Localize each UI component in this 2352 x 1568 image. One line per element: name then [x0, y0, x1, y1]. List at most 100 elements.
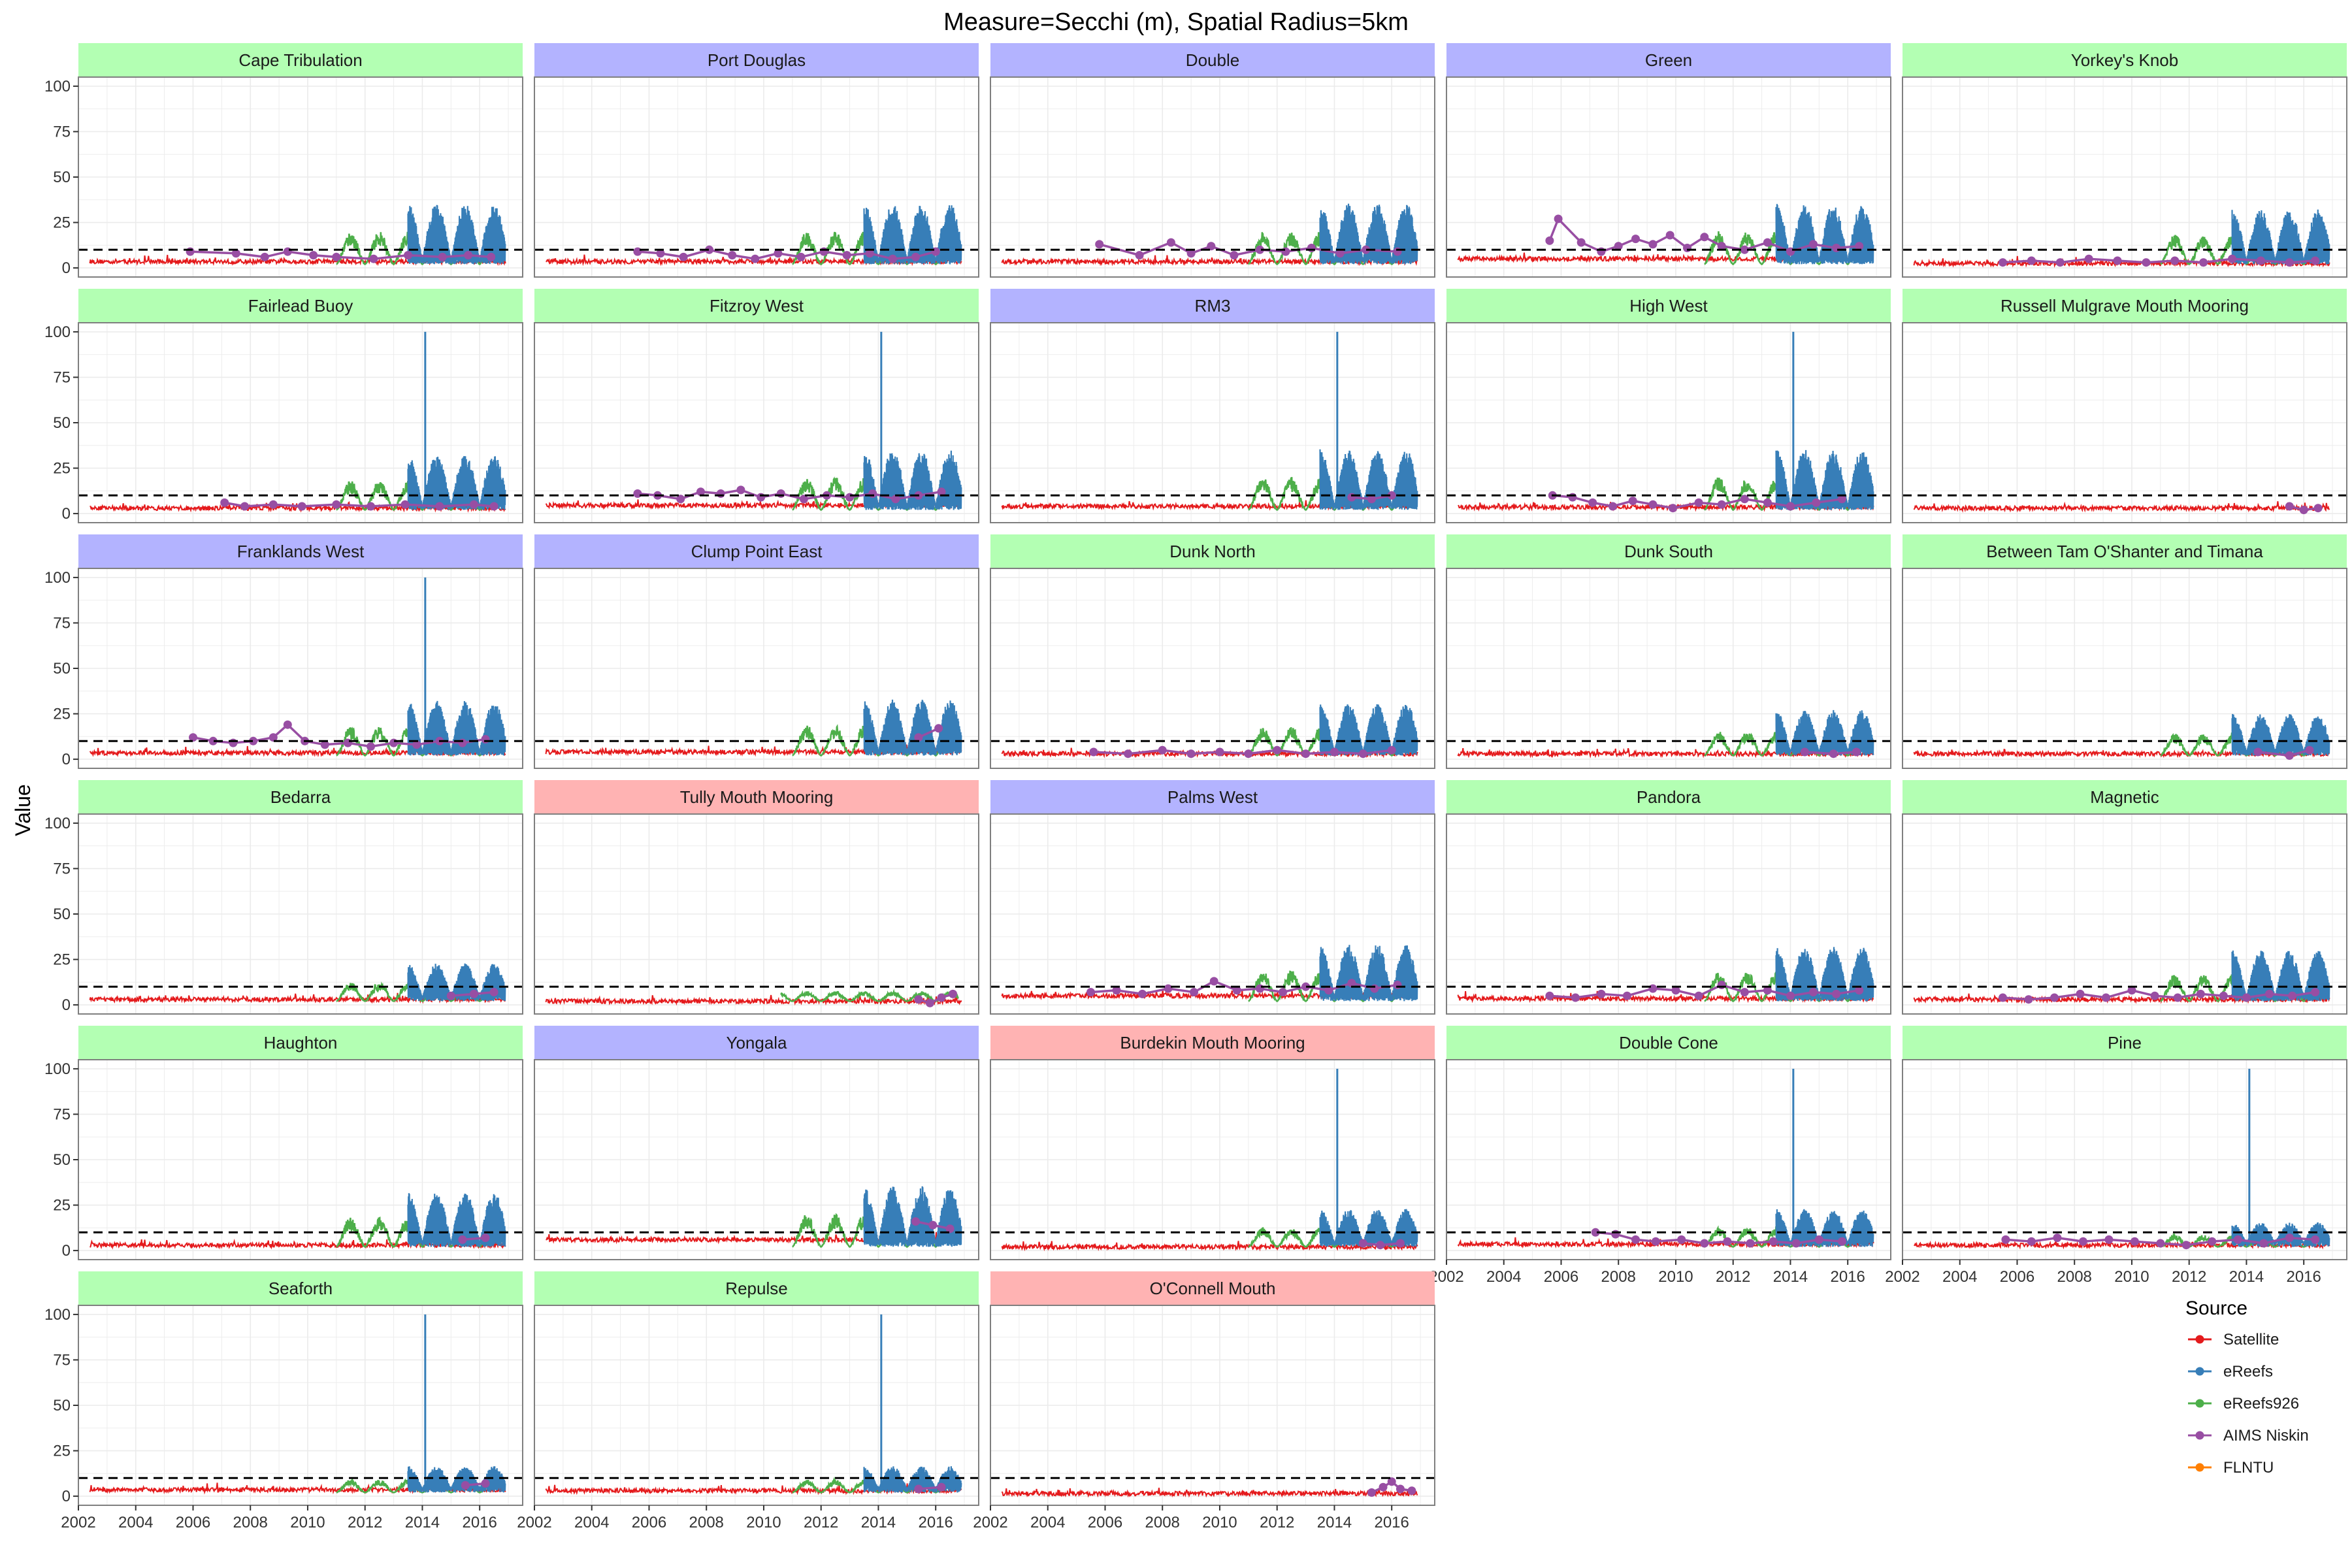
niskin-point	[1651, 1237, 1660, 1246]
facet-strip	[534, 43, 979, 77]
facet-strip-label: Pandora	[1637, 787, 1701, 807]
y-tick-label: 100	[44, 1060, 71, 1078]
niskin-point	[928, 1220, 938, 1230]
niskin-point	[186, 247, 195, 256]
x-tick-label: 2010	[2114, 1268, 2149, 1286]
facet-strip	[78, 289, 523, 323]
niskin-point	[1545, 991, 1554, 1000]
niskin-point	[1393, 247, 1402, 256]
niskin-point	[1740, 245, 1749, 254]
niskin-point	[404, 251, 412, 260]
niskin-point	[1622, 991, 1631, 1000]
panel-border	[1902, 76, 2347, 278]
niskin-point	[1347, 979, 1356, 988]
niskin-point	[1307, 244, 1316, 252]
niskin-point	[1407, 1486, 1416, 1495]
niskin-point	[2104, 1235, 2114, 1244]
niskin-point	[469, 989, 478, 998]
niskin-point	[2181, 1241, 2191, 1250]
niskin-point	[2311, 1235, 2320, 1244]
niskin-point	[389, 738, 399, 747]
x-tick-label: 2004	[118, 1514, 153, 1531]
x-tick-label: 2006	[176, 1514, 210, 1531]
ereefs-series	[407, 204, 506, 265]
niskin-point	[1763, 238, 1772, 247]
niskin-point	[842, 251, 851, 260]
y-tick-label: 100	[44, 1306, 71, 1324]
data-layer	[1458, 331, 1874, 513]
facet-strip	[78, 780, 523, 814]
data-layer	[545, 331, 962, 511]
niskin-point	[1576, 238, 1586, 247]
niskin-point	[208, 736, 218, 745]
ereefs-series	[1775, 710, 1874, 756]
facet-strip-label: Burdekin Mouth Mooring	[1120, 1033, 1305, 1053]
niskin-point	[2156, 1239, 2165, 1248]
niskin-point	[343, 738, 352, 747]
niskin-point	[1999, 993, 2007, 1002]
niskin-point	[1089, 747, 1098, 757]
niskin-point	[1671, 986, 1680, 995]
y-tick-label: 75	[53, 368, 71, 386]
niskin-point	[1324, 986, 1333, 995]
niskin-point	[2084, 254, 2093, 263]
data-layer	[1457, 947, 1874, 1004]
niskin-point	[2053, 1233, 2062, 1243]
facet-strip	[78, 534, 523, 568]
niskin-point	[1683, 244, 1691, 252]
niskin-point	[2208, 1237, 2217, 1246]
niskin-point	[2078, 1237, 2087, 1246]
niskin-point	[2001, 1235, 2010, 1244]
niskin-point	[2288, 991, 2297, 1000]
x-tick-label: 2014	[861, 1514, 896, 1531]
facet-strip-label: Port Douglas	[708, 50, 806, 70]
niskin-point	[1135, 251, 1144, 260]
niskin-point	[868, 489, 877, 498]
facet-strip	[1446, 780, 1891, 814]
niskin-point	[911, 1217, 920, 1226]
data-layer	[1913, 713, 2330, 760]
niskin-point	[1855, 242, 1864, 251]
facet-strip	[534, 780, 979, 814]
niskin-point	[1591, 1228, 1600, 1237]
x-tick-label: 2004	[1486, 1268, 1521, 1286]
niskin-point	[937, 487, 946, 497]
y-tick-label: 75	[53, 860, 71, 877]
niskin-point	[489, 502, 498, 511]
facet-strip-label: Yongala	[726, 1033, 787, 1053]
facet-strip-label: Palms West	[1168, 787, 1258, 807]
x-tick-label: 2008	[1601, 1268, 1636, 1286]
niskin-point	[1164, 984, 1173, 993]
niskin-point	[925, 998, 934, 1007]
y-tick-label: 25	[53, 1197, 71, 1215]
niskin-point	[1279, 988, 1287, 997]
x-tick-label: 2012	[348, 1514, 382, 1531]
niskin-point	[283, 247, 292, 256]
facet-strip-label: Pine	[2108, 1033, 2142, 1053]
y-tick-label: 75	[53, 1105, 71, 1123]
facet-panel: Fitzroy West	[534, 289, 979, 523]
niskin-point	[945, 1224, 955, 1233]
niskin-point	[633, 489, 642, 498]
niskin-point	[446, 991, 455, 1000]
niskin-point	[1597, 989, 1606, 998]
facet-strip-label: RM3	[1195, 296, 1231, 316]
facet-strip	[1903, 289, 2347, 323]
facet-strip	[534, 1271, 979, 1305]
facet-strip	[990, 1271, 1435, 1305]
niskin-point	[931, 247, 940, 256]
niskin-point	[1829, 749, 1838, 759]
facet-strip	[1903, 780, 2347, 814]
niskin-point	[229, 738, 238, 747]
satellite-series	[1001, 1488, 1418, 1498]
legend-entry-label: eReefs926	[2223, 1395, 2299, 1413]
data-layer	[546, 205, 962, 267]
chart-title: Measure=Secchi (m), Spatial Radius=5km	[943, 8, 1409, 36]
x-tick-label: 2010	[746, 1514, 781, 1531]
facet-strip	[1903, 534, 2347, 568]
facet-strip	[1903, 43, 2347, 77]
facet-strip	[534, 289, 979, 323]
y-tick-label: 25	[53, 460, 71, 478]
niskin-point	[1717, 500, 1726, 509]
legend-entry-label: Satellite	[2223, 1331, 2279, 1348]
